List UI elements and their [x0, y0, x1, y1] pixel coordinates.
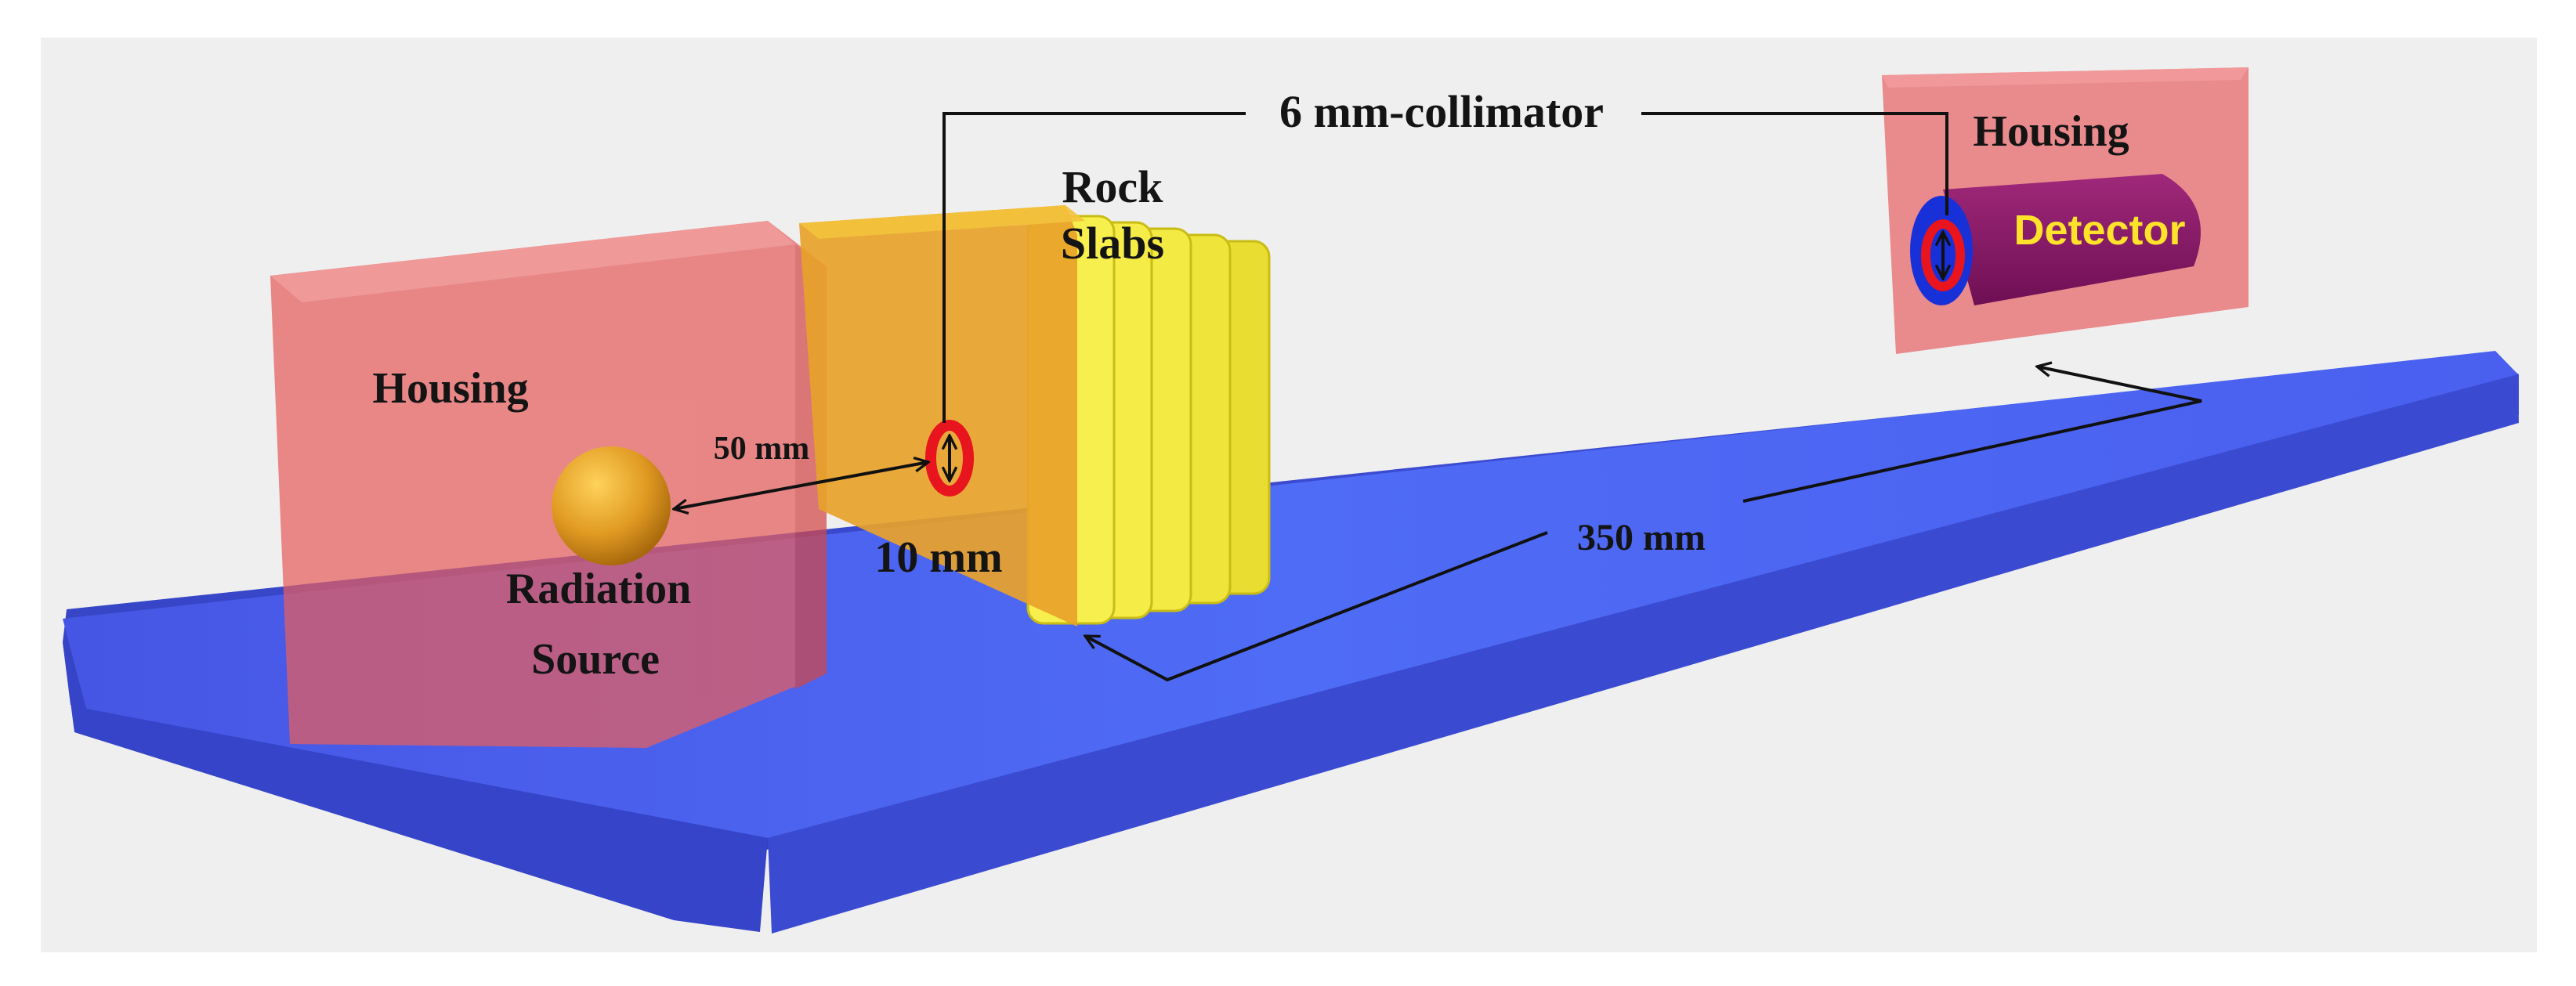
collimator-label: 6 mm-collimator: [1279, 86, 1604, 137]
radiation-source-label-line2: Source: [531, 635, 660, 684]
radiation-source-label-line1: Radiation: [506, 565, 692, 613]
radiation-source-sphere: [552, 446, 671, 565]
source-to-collimator-arrow: [674, 462, 928, 509]
collimator-connector-left: [942, 112, 1246, 423]
rock-slabs-label-line2: Slabs: [1061, 218, 1164, 269]
right-housing-label: Housing: [1973, 107, 2129, 156]
slab-thickness-label: 10 mm: [874, 533, 1002, 582]
rock-slab-front: [799, 205, 1077, 627]
distance-350mm-label: 350 mm: [1577, 517, 1706, 558]
platform-side-edge: [768, 374, 2519, 934]
distance-50mm-label: 50 mm: [714, 431, 809, 467]
collimator-connector-right: [1641, 112, 1948, 215]
collimator-ring-right: [1921, 219, 1965, 291]
platform: [63, 351, 2519, 934]
platform-front-edge: [63, 642, 768, 932]
distance-arrow-to-slab: [1085, 531, 1548, 682]
detector-label: Detector: [2013, 207, 2185, 254]
rock-slabs-label-line1: Rock: [1062, 161, 1164, 212]
rock-slabs: [799, 205, 1271, 627]
left-housing-label: Housing: [372, 364, 528, 413]
detector: [1910, 174, 2201, 305]
distance-arrow-to-detector: [1742, 367, 2202, 503]
